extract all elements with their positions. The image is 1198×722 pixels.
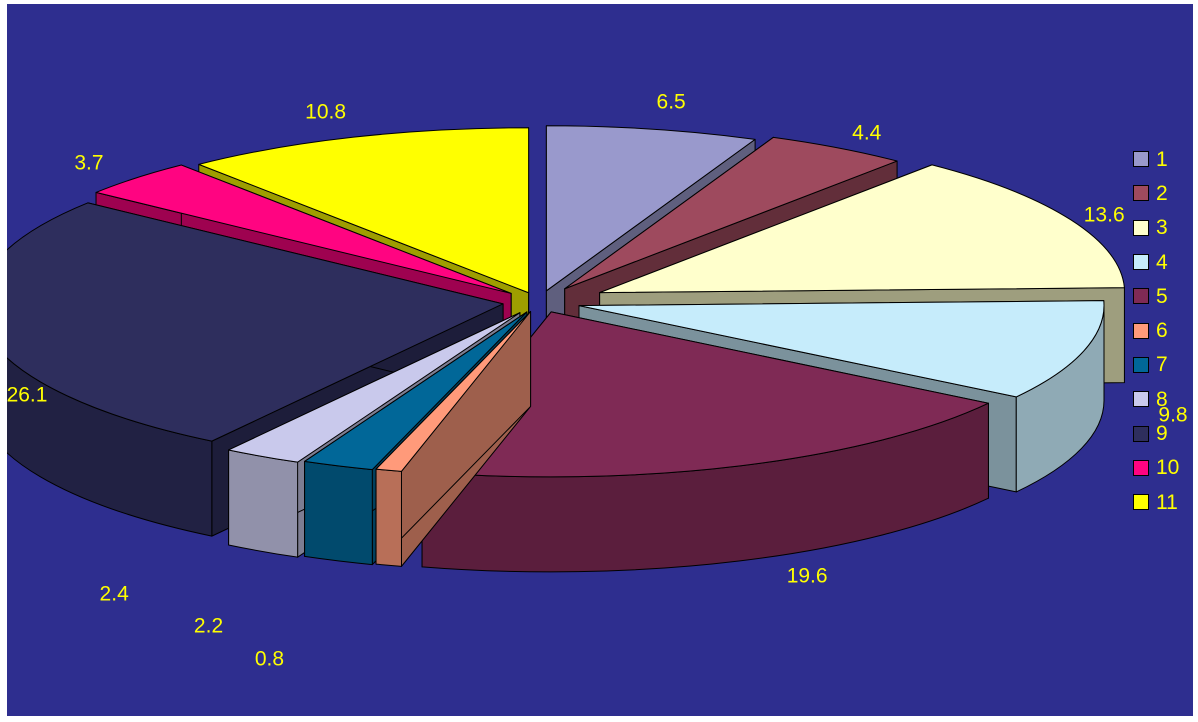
legend-item-5: 5 bbox=[1133, 279, 1179, 313]
legend-swatch bbox=[1133, 254, 1149, 271]
legend-item-2: 2 bbox=[1133, 176, 1179, 210]
legend-item-11: 11 bbox=[1133, 485, 1179, 519]
legend-label: 4 bbox=[1156, 250, 1168, 274]
data-label-1: 6.5 bbox=[656, 90, 686, 114]
legend-label: 3 bbox=[1156, 216, 1168, 240]
legend-swatch bbox=[1133, 151, 1149, 168]
legend-label: 7 bbox=[1156, 353, 1168, 377]
legend-item-6: 6 bbox=[1133, 313, 1179, 347]
legend-label: 8 bbox=[1156, 387, 1168, 411]
legend-label: 2 bbox=[1156, 181, 1168, 205]
legend-swatch bbox=[1133, 494, 1149, 511]
pie-slice-5 bbox=[421, 311, 989, 573]
legend-item-8: 8 bbox=[1133, 382, 1179, 416]
data-label-9: 26.1 bbox=[6, 383, 48, 407]
legend-item-4: 4 bbox=[1133, 245, 1179, 279]
legend-swatch bbox=[1133, 219, 1149, 236]
legend-swatch bbox=[1133, 185, 1149, 202]
legend-label: 6 bbox=[1156, 319, 1168, 343]
legend-item-7: 7 bbox=[1133, 348, 1179, 382]
legend-label: 5 bbox=[1156, 284, 1168, 308]
legend-label: 1 bbox=[1156, 147, 1168, 171]
legend-label: 9 bbox=[1156, 422, 1168, 446]
legend-label: 11 bbox=[1156, 490, 1178, 514]
data-label-7: 2.2 bbox=[193, 614, 224, 638]
legend-swatch bbox=[1133, 288, 1149, 305]
pie-chart bbox=[7, 125, 1125, 573]
legend-label: 10 bbox=[1156, 456, 1180, 480]
legend-swatch bbox=[1133, 356, 1149, 373]
data-label-10: 3.7 bbox=[74, 151, 104, 175]
data-label-5: 19.6 bbox=[786, 564, 828, 588]
legend-swatch bbox=[1133, 391, 1149, 408]
data-label-11: 10.8 bbox=[305, 100, 347, 124]
legend-item-9: 9 bbox=[1133, 416, 1179, 450]
data-label-4: 9.8 bbox=[1158, 403, 1188, 427]
legend-swatch bbox=[1133, 322, 1149, 339]
legend-item-1: 1 bbox=[1133, 142, 1179, 176]
legend: 1 2 3 4 5 6 7 8 9 10 11 bbox=[1133, 142, 1179, 519]
data-label-2: 4.4 bbox=[852, 121, 882, 145]
legend-swatch bbox=[1133, 425, 1149, 442]
legend-item-3: 3 bbox=[1133, 211, 1179, 245]
legend-swatch bbox=[1133, 459, 1149, 476]
legend-item-10: 10 bbox=[1133, 451, 1179, 485]
data-label-3: 13.6 bbox=[1083, 203, 1125, 227]
pie-slice-6 bbox=[375, 310, 532, 567]
data-label-8: 2.4 bbox=[99, 582, 129, 606]
data-label-6: 0.8 bbox=[254, 647, 285, 671]
chart-area: 6.5 4.4 13.6 9.8 19.6 0.8 2.2 2.4 26.1 3.7 10.8 1 2… bbox=[7, 4, 1193, 716]
